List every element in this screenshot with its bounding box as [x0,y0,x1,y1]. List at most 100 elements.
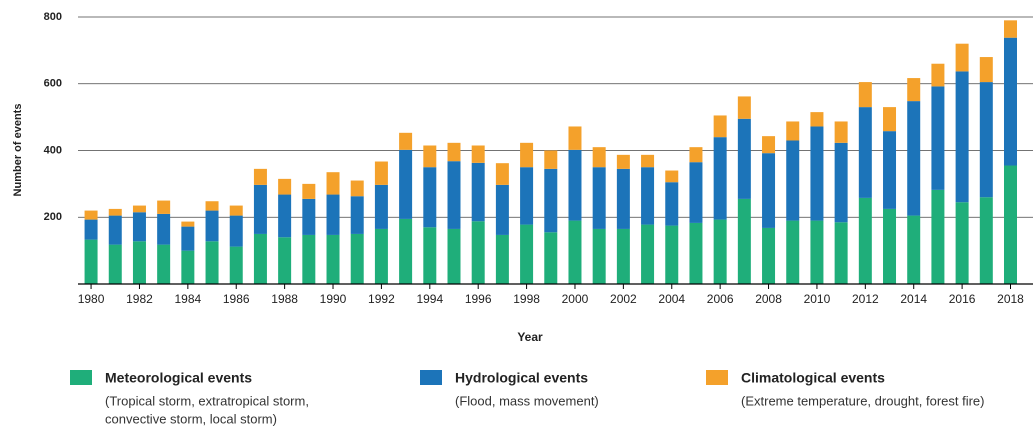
bar-segment [399,218,413,284]
bar-segment [132,205,146,213]
y-tick-label: 400 [44,144,62,156]
bar-segment [253,168,267,185]
bar-segment [326,194,340,235]
bar-segment [955,43,969,72]
x-tick-label: 1992 [368,292,395,306]
bar-segment [616,154,630,169]
legend-label: Climatological events [741,370,885,386]
bar-segment [1003,165,1017,284]
x-tick-label: 1994 [416,292,443,306]
bar-segment [883,107,897,132]
bar-segment [834,222,848,284]
bar-segment [447,161,461,229]
bar-segment [616,228,630,284]
bar-segment [810,126,824,221]
x-tick-label: 1990 [320,292,347,306]
bar-segment [955,202,969,284]
bar-segment [399,132,413,150]
bar-segment [762,227,776,284]
legend-description: (Tropical storm, extratropical storm, [105,393,309,408]
x-tick-label: 1988 [271,292,298,306]
bar-segment [302,234,316,284]
bar-segment [84,210,98,220]
bar-segment [641,224,655,284]
x-tick-label: 1984 [174,292,201,306]
bar-segment [713,115,727,138]
bar-segment [520,224,534,284]
bar-segment [810,112,824,127]
legend-label: Meteorological events [105,370,252,386]
bar-segment [955,71,969,203]
bar-segment [689,147,703,163]
bar-segment [1003,20,1017,38]
bar-segment [665,225,679,284]
bar-segment [132,212,146,242]
bar-segment [834,121,848,143]
bar-segment [858,197,872,284]
bar-segment [834,142,848,223]
x-tick-label: 2002 [610,292,637,306]
legend-swatch [70,370,92,385]
x-tick-label: 1986 [223,292,250,306]
bar-segment [931,86,945,190]
bar-segment [786,121,800,141]
x-tick-label: 2016 [949,292,976,306]
bar-segment [786,220,800,284]
bar-segment [181,221,195,227]
bar-segment [544,150,558,169]
bar-segment [132,241,146,284]
bar-segment [326,172,340,195]
y-axis-label: Number of events [12,104,24,197]
bar-segment [592,167,606,229]
x-tick-label: 2018 [997,292,1024,306]
bar-segment [495,163,509,185]
bar-segment [713,219,727,284]
bar-segment [205,241,219,284]
bar-segment [907,101,921,216]
bar-segment [374,228,388,284]
bar-segment [108,244,122,284]
bar-segment [471,145,485,163]
bar-segment [568,220,582,284]
x-tick-label: 2000 [562,292,589,306]
legend-description: (Flood, mass movement) [455,393,599,408]
bar-segment [931,63,945,87]
bar-segment [544,232,558,284]
bar-segment [84,219,98,240]
bar-segment [568,126,582,150]
bar-segment [108,215,122,245]
x-axis-label: Year [517,330,543,344]
x-tick-label: 1998 [513,292,540,306]
bar-segment [689,222,703,284]
legend-swatch [420,370,442,385]
bar-segment [495,184,509,235]
legend-label: Hydrological events [455,370,588,386]
y-tick-label: 600 [44,78,62,90]
bar-segment [544,168,558,233]
bar-segment [979,57,993,83]
bar-segment [350,233,364,284]
bar-segment [108,208,122,216]
bar-segment [423,227,437,284]
x-tick-label: 2008 [755,292,782,306]
bar-segment [665,170,679,183]
x-tick-label: 2006 [707,292,734,306]
bar-segment [447,142,461,162]
bar-segment [399,149,413,219]
bar-segment [157,200,171,214]
bar-segment [253,184,267,234]
bar-segment [181,250,195,284]
bar-segment [616,168,630,229]
bar-segment [979,197,993,284]
bar-segment [520,142,534,168]
bar-segment [907,78,921,102]
bar-segment [374,161,388,185]
bar-segment [520,167,534,225]
bar-segment [278,237,292,284]
bar-segment [229,215,243,247]
bar-segment [423,145,437,168]
bar-segment [205,210,219,242]
x-tick-label: 2004 [658,292,685,306]
bar-segment [278,194,292,238]
